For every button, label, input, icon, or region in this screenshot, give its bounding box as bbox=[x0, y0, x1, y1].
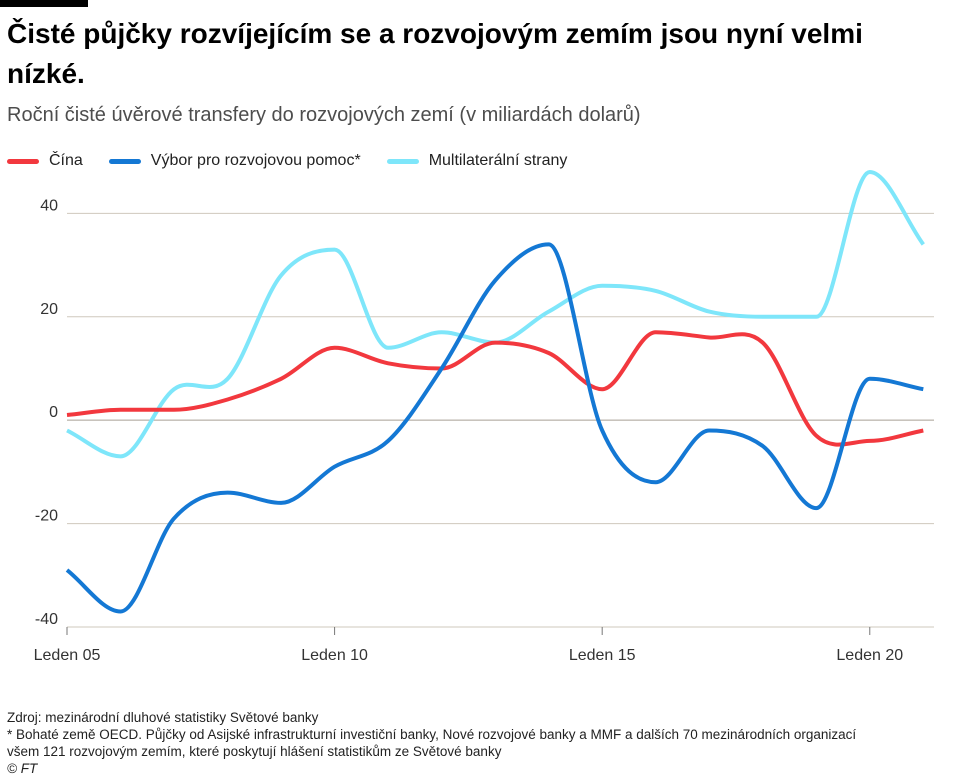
y-tick-label: 20 bbox=[40, 301, 58, 318]
y-tick-label: 0 bbox=[49, 404, 58, 421]
y-tick-label: 40 bbox=[40, 197, 58, 214]
legend-item-dac: Výbor pro rozvojovou pomoc* bbox=[108, 152, 361, 170]
legend-item-multilateral: Multilaterální strany bbox=[386, 152, 568, 170]
x-tick-label: Leden 20 bbox=[836, 647, 903, 664]
copyright: © FT bbox=[7, 761, 38, 776]
x-tick-label: Leden 15 bbox=[569, 647, 636, 664]
legend-swatch-dac bbox=[108, 158, 141, 164]
footnote-line-1: * Bohaté země OECD. Půjčky od Asijské in… bbox=[7, 727, 857, 742]
y-tick-label: -20 bbox=[35, 508, 58, 525]
legend-swatch-multilateral bbox=[386, 158, 419, 164]
chart-legend: Čína Výbor pro rozvojovou pomoc* Multila… bbox=[7, 152, 593, 170]
x-tick-label: Leden 05 bbox=[34, 647, 101, 664]
x-tick-label: Leden 10 bbox=[301, 647, 368, 664]
y-tick-label: -40 bbox=[35, 611, 58, 628]
source-note: Zdroj: mezinárodní dluhové statistiky Sv… bbox=[7, 710, 319, 725]
brand-bar bbox=[0, 0, 88, 7]
series-line-china bbox=[66, 330, 924, 447]
series-line-multilateral bbox=[66, 170, 925, 459]
chart-footer: Zdroj: mezinárodní dluhové statistiky Sv… bbox=[7, 709, 856, 777]
chart-subtitle: Roční čisté úvěrové transfery do rozvojo… bbox=[7, 104, 641, 126]
legend-swatch-china bbox=[7, 158, 39, 164]
chart-title: Čisté půjčky rozvíjejícím se a rozvojový… bbox=[7, 18, 863, 89]
legend-label-multilateral: Multilaterální strany bbox=[428, 152, 568, 169]
series-line-dac bbox=[65, 242, 924, 614]
legend-label-china: Čína bbox=[49, 152, 83, 169]
legend-label-dac: Výbor pro rozvojovou pomoc* bbox=[150, 152, 361, 169]
footnote-line-2: všem 121 rozvojovým zemím, které poskytu… bbox=[7, 744, 502, 759]
legend-item-china: Čína bbox=[7, 152, 83, 170]
